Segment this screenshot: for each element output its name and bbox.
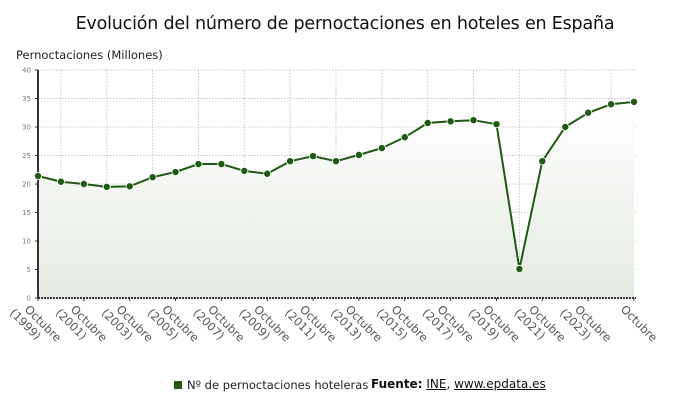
- source-prefix: Fuente:: [371, 377, 423, 391]
- y-axis-ticks: 0 5 10 15 20 25 30 35 40: [22, 67, 38, 303]
- svg-text:30: 30: [22, 124, 31, 132]
- data-point[interactable]: [286, 157, 295, 166]
- chart-title: Evolución del número de pernoctaciones e…: [75, 14, 615, 34]
- data-point[interactable]: [607, 100, 616, 109]
- source-link-epdata[interactable]: www.epdata.es: [454, 377, 546, 391]
- data-markers: [34, 97, 639, 273]
- data-point[interactable]: [469, 116, 478, 125]
- data-point[interactable]: [102, 182, 111, 191]
- data-point[interactable]: [148, 173, 157, 182]
- y-axis-title: Pernoctaciones (Millones): [16, 48, 163, 62]
- area-fill: [38, 101, 634, 299]
- source-link-ine[interactable]: INE: [426, 377, 447, 391]
- data-point[interactable]: [217, 160, 226, 169]
- data-point[interactable]: [446, 117, 455, 126]
- source-credit: Fuente: INE, www.epdata.es: [371, 377, 546, 391]
- data-point[interactable]: [331, 157, 340, 166]
- data-point[interactable]: [561, 123, 570, 132]
- data-point[interactable]: [263, 169, 272, 178]
- data-point[interactable]: [79, 179, 88, 188]
- legend-swatch-icon: [174, 381, 182, 389]
- data-point[interactable]: [56, 177, 65, 186]
- svg-text:35: 35: [22, 95, 31, 103]
- svg-text:40: 40: [22, 67, 31, 75]
- data-point[interactable]: [492, 120, 501, 129]
- data-point[interactable]: [171, 168, 180, 177]
- data-point[interactable]: [400, 133, 409, 142]
- data-point[interactable]: [538, 157, 547, 166]
- data-point[interactable]: [194, 160, 203, 169]
- data-point[interactable]: [377, 144, 386, 153]
- svg-text:10: 10: [22, 238, 31, 246]
- data-point[interactable]: [584, 108, 593, 117]
- data-point[interactable]: [423, 119, 432, 128]
- svg-text:20: 20: [22, 181, 31, 189]
- svg-text:Octubre: Octubre: [618, 302, 660, 344]
- svg-text:5: 5: [27, 266, 31, 274]
- source-separator: ,: [446, 377, 451, 391]
- data-point[interactable]: [309, 152, 318, 161]
- data-point[interactable]: [125, 182, 134, 191]
- legend: Nº de pernoctaciones hoteleras: [174, 378, 368, 392]
- svg-text:0: 0: [27, 295, 31, 303]
- data-point[interactable]: [34, 172, 43, 181]
- data-point[interactable]: [354, 150, 363, 159]
- svg-text:25: 25: [22, 152, 31, 160]
- data-point[interactable]: [240, 166, 249, 175]
- data-point[interactable]: [515, 264, 524, 273]
- x-axis-ticks: Octubre(1999) Octubre(2001) Octubre(2003) O…: [7, 298, 660, 345]
- data-point[interactable]: [630, 97, 639, 106]
- legend-label: Nº de pernoctaciones hoteleras: [187, 378, 369, 392]
- svg-text:15: 15: [22, 209, 31, 217]
